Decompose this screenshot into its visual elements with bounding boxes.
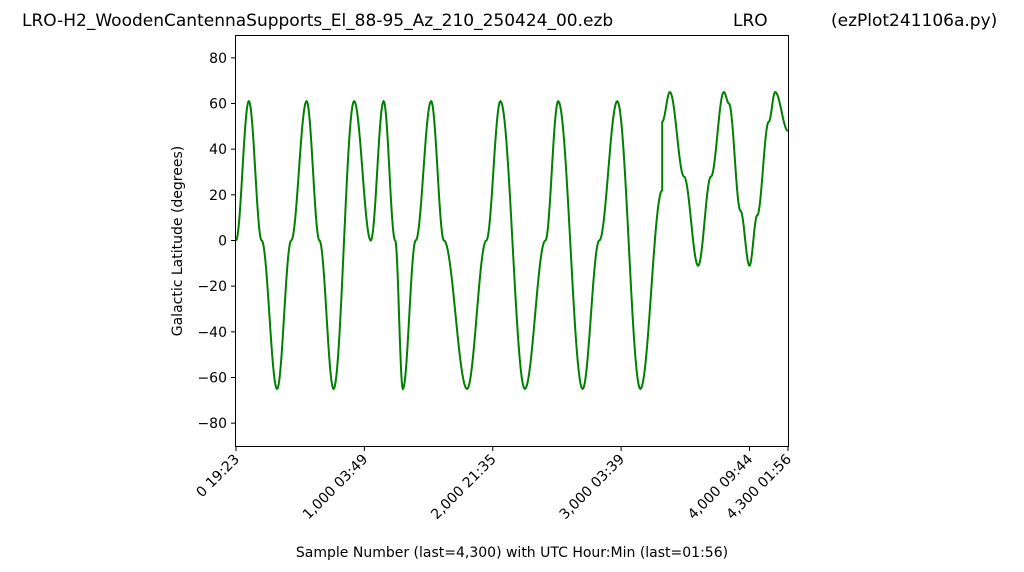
y-tick-label: 40 xyxy=(209,142,227,158)
y-tick-label: −40 xyxy=(197,325,227,341)
x-tick-label: 4,000 09:44 xyxy=(685,451,756,522)
series-layer xyxy=(235,90,789,391)
y-tick-label: 0 xyxy=(218,234,227,250)
station-label: LRO xyxy=(733,11,768,31)
series-line-0 xyxy=(235,90,789,391)
y-axis-label: Galactic Latitude (degrees) xyxy=(170,146,186,336)
program-label: (ezPlot241106a.py) xyxy=(831,11,997,31)
x-tick-label: 0 19:23 xyxy=(194,452,243,501)
y-tick-label: −80 xyxy=(197,416,227,432)
x-axis-label: Sample Number (last=4,300) with UTC Hour… xyxy=(296,545,728,561)
y-tick-label: −20 xyxy=(197,279,227,295)
y-tick-label: 80 xyxy=(209,51,227,67)
x-tick-label: 3,000 03:39 xyxy=(557,452,628,523)
y-axis: 80 60 40 20 0 −20 −40 −60 −80 xyxy=(197,51,236,432)
y-tick-label: 60 xyxy=(209,97,227,113)
x-axis: 0 19:23 1,000 03:49 2,000 21:35 3,000 03:39… xyxy=(194,446,795,523)
y-tick-label: 20 xyxy=(209,188,227,204)
y-tick-label: −60 xyxy=(197,371,227,387)
x-tick-label: 1,000 03:49 xyxy=(300,452,371,523)
file-title: LRO-H2_WoodenCantennaSupports_El_88-95_A… xyxy=(22,11,613,31)
x-tick-label: 2,000 21:35 xyxy=(428,452,499,523)
